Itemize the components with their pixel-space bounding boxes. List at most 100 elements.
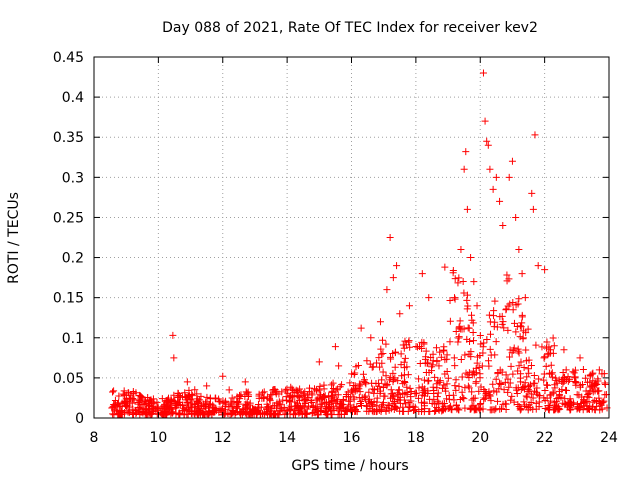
data-point — [136, 392, 144, 400]
data-point — [454, 279, 462, 287]
data-point — [363, 357, 371, 365]
data-point — [363, 407, 371, 415]
data-point — [376, 363, 384, 371]
data-point — [530, 372, 538, 380]
data-point — [452, 376, 460, 384]
y-tick-label: 0.1 — [62, 331, 84, 347]
data-point — [501, 400, 509, 408]
data-point — [489, 312, 497, 320]
data-point — [559, 369, 567, 377]
data-point — [216, 398, 224, 406]
data-point — [424, 377, 432, 385]
data-point — [586, 371, 594, 379]
x-tick-label: 10 — [149, 430, 167, 446]
data-point — [443, 395, 451, 403]
data-point — [502, 406, 510, 414]
data-point — [236, 392, 244, 400]
data-point — [164, 396, 172, 404]
data-point — [547, 397, 555, 405]
data-point — [295, 396, 303, 404]
data-point — [280, 403, 288, 411]
data-point — [399, 390, 407, 398]
data-point — [473, 359, 481, 367]
data-point — [411, 389, 419, 397]
data-point — [464, 324, 472, 332]
data-point — [551, 381, 559, 389]
data-point — [594, 387, 602, 395]
data-point — [367, 334, 375, 342]
data-point — [187, 401, 195, 409]
data-point — [494, 397, 502, 405]
data-point — [451, 362, 459, 370]
y-tick-label: 0.3 — [62, 170, 84, 186]
data-point — [525, 382, 533, 390]
data-point — [468, 396, 476, 404]
y-tick-label: 0.4 — [62, 90, 84, 106]
data-point — [305, 388, 313, 396]
data-point — [521, 379, 529, 387]
data-point — [171, 401, 179, 409]
data-point — [487, 397, 495, 405]
data-point — [476, 332, 484, 340]
data-point — [429, 361, 437, 369]
data-point — [566, 376, 574, 384]
y-axis-label: ROTI / TECUs — [6, 192, 22, 284]
data-point — [404, 371, 412, 379]
data-point — [516, 322, 524, 330]
data-point — [530, 387, 538, 395]
data-point — [561, 375, 569, 383]
data-point — [443, 355, 451, 363]
data-point — [375, 354, 383, 362]
data-point — [468, 388, 476, 396]
data-point — [515, 362, 523, 370]
data-point — [504, 388, 512, 396]
data-point — [457, 246, 465, 254]
data-point — [509, 306, 517, 314]
data-point — [219, 372, 227, 380]
data-point — [540, 376, 548, 384]
data-point — [329, 379, 337, 387]
data-point — [305, 402, 313, 410]
data-point — [449, 269, 457, 277]
data-point — [209, 401, 217, 409]
data-point — [437, 353, 445, 361]
data-point — [257, 403, 265, 411]
data-point — [506, 346, 514, 354]
data-point — [386, 234, 394, 241]
data-point — [443, 367, 451, 375]
data-point — [391, 349, 399, 357]
data-point — [314, 407, 322, 415]
data-point — [521, 401, 529, 409]
y-tick-label: 0.45 — [53, 50, 84, 66]
data-point — [346, 379, 354, 387]
data-point — [108, 404, 116, 412]
data-point — [482, 391, 490, 399]
data-point — [389, 378, 397, 386]
data-point — [447, 402, 455, 410]
data-point — [119, 390, 127, 398]
data-point — [377, 350, 385, 358]
data-point — [517, 323, 525, 331]
data-point — [399, 403, 407, 411]
data-point — [260, 388, 268, 396]
data-point — [502, 371, 510, 379]
data-point — [325, 398, 333, 406]
data-point — [590, 381, 598, 389]
data-point — [601, 379, 609, 387]
data-point — [485, 311, 493, 319]
data-point — [441, 384, 449, 392]
x-tick-label: 18 — [407, 430, 425, 446]
data-point — [468, 316, 476, 324]
data-point — [229, 409, 237, 417]
data-point — [383, 286, 391, 294]
data-point — [312, 386, 320, 394]
data-point — [549, 334, 557, 342]
data-point — [212, 407, 220, 415]
data-point — [226, 403, 234, 411]
data-point — [503, 277, 511, 285]
data-point — [407, 387, 415, 395]
data-point — [528, 189, 536, 197]
data-point — [433, 357, 441, 365]
data-point — [452, 327, 460, 335]
data-point — [110, 387, 118, 395]
